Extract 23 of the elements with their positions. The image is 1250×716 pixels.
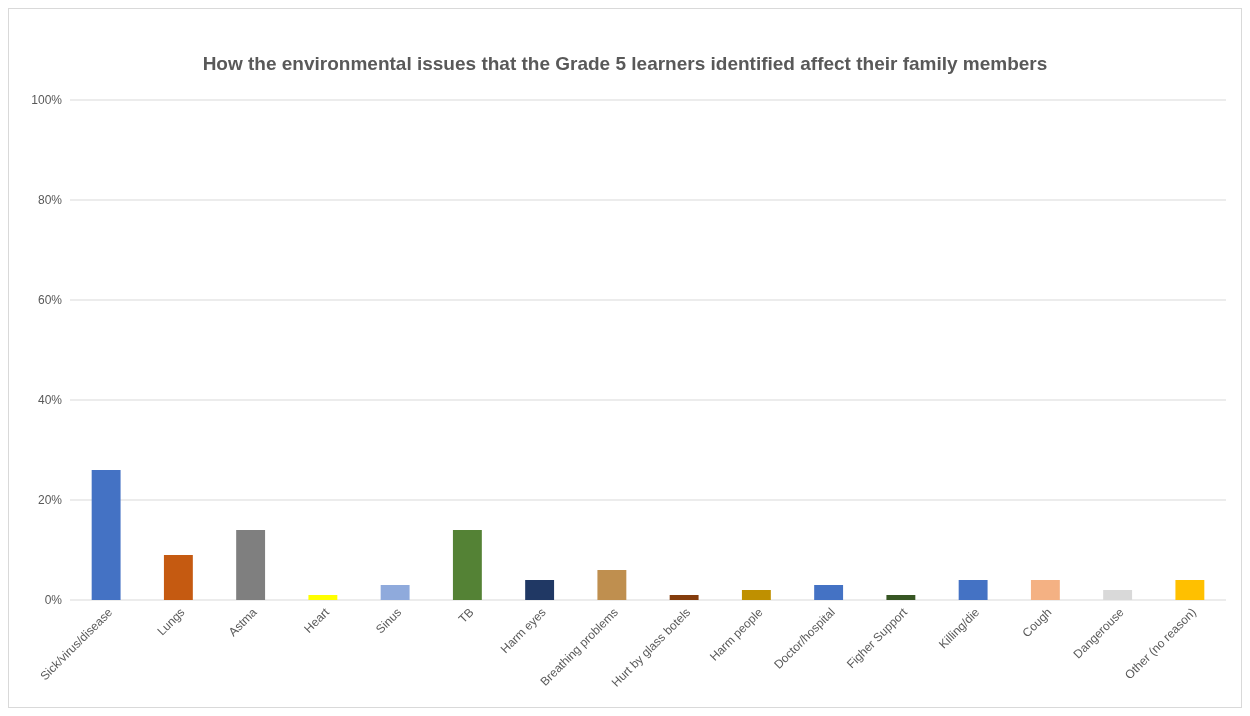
y-tick-label: 0%	[44, 593, 63, 608]
y-tick-label: 100%	[31, 93, 63, 108]
bar	[308, 595, 338, 600]
bar	[452, 530, 482, 600]
bar	[380, 585, 410, 600]
y-tick-label: 80%	[37, 193, 63, 208]
bar	[1175, 580, 1205, 600]
y-tick-label: 40%	[37, 393, 63, 408]
bar	[597, 570, 627, 600]
bar	[163, 555, 193, 600]
bar	[669, 595, 699, 600]
y-tick-label: 20%	[37, 493, 63, 508]
bar	[525, 580, 555, 600]
x-tick-label: TB	[455, 605, 477, 626]
bar	[1030, 580, 1060, 600]
bar	[814, 585, 844, 600]
bar	[236, 530, 266, 600]
y-tick-label: 60%	[37, 293, 63, 308]
bar	[958, 580, 988, 600]
bar	[741, 590, 771, 600]
bar	[91, 470, 121, 600]
bar	[886, 595, 916, 600]
chart-title: How the environmental issues that the Grade 5 learners identified affect their family members	[202, 53, 1048, 74]
